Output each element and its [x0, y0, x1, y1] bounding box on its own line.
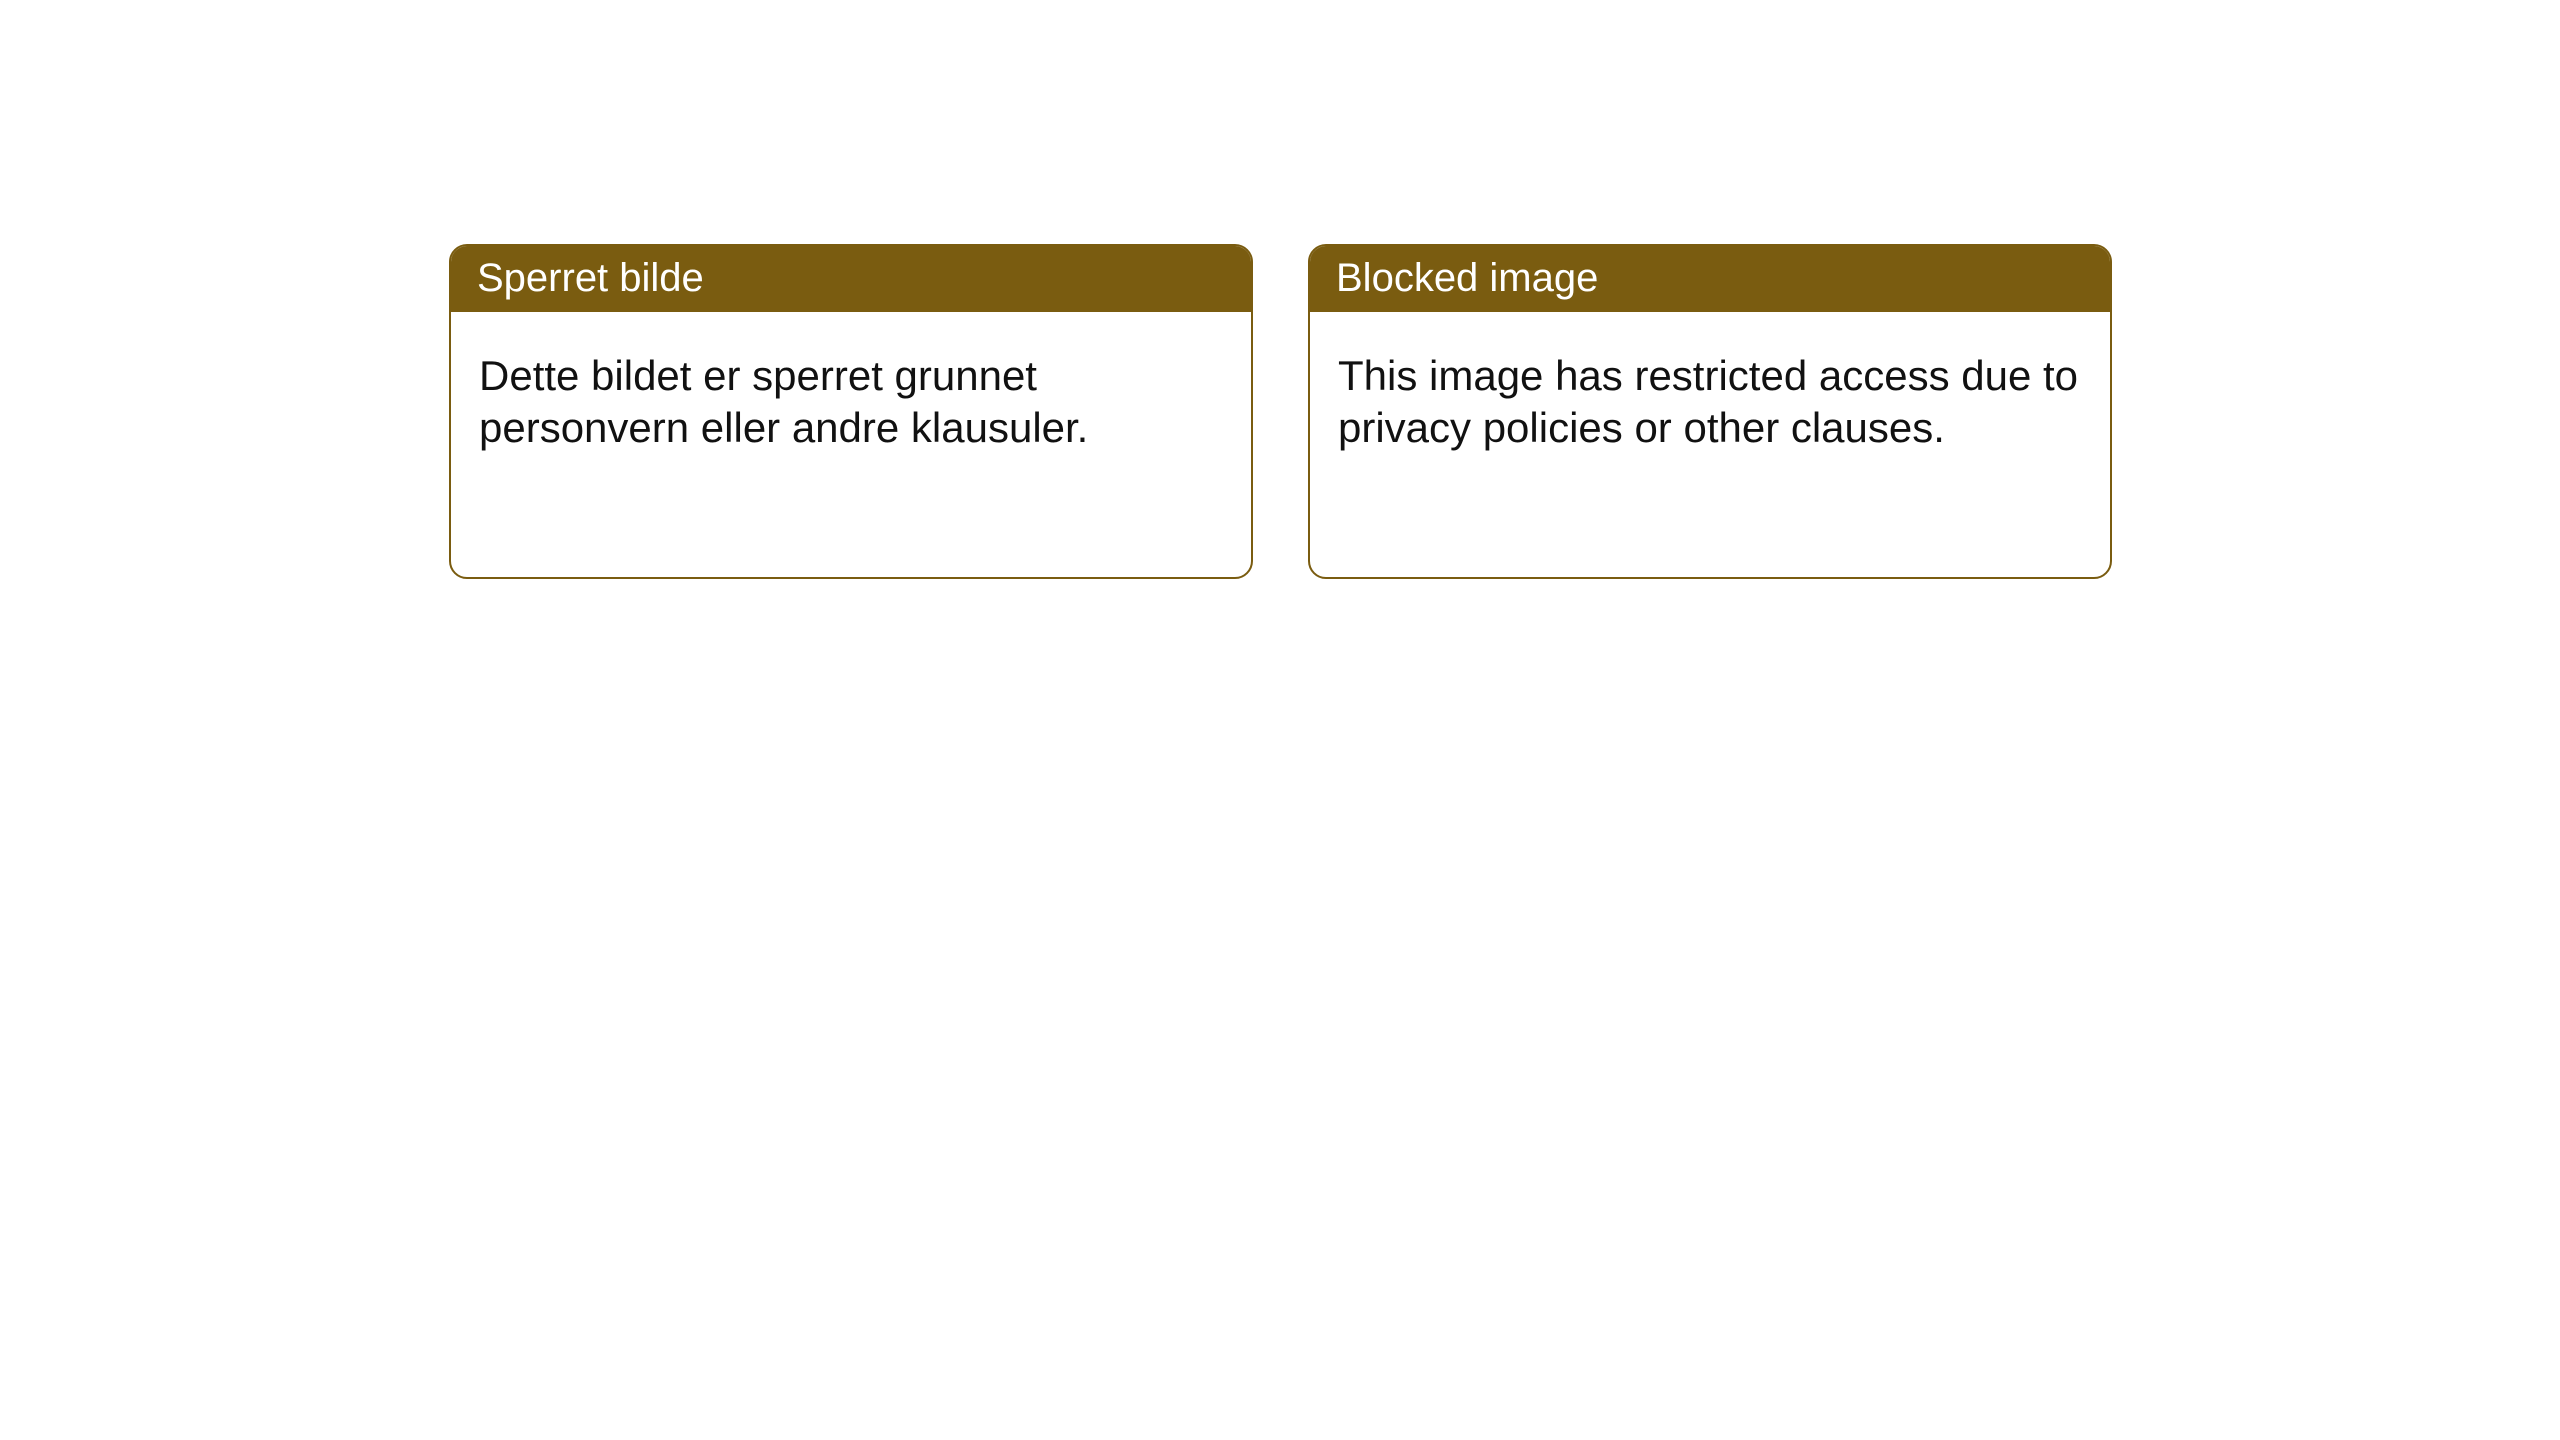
notice-body: Dette bildet er sperret grunnet personve… — [451, 312, 1251, 481]
notice-header: Sperret bilde — [451, 246, 1251, 312]
notice-container: Sperret bilde Dette bildet er sperret gr… — [0, 0, 2560, 579]
notice-body: This image has restricted access due to … — [1310, 312, 2110, 481]
notice-header: Blocked image — [1310, 246, 2110, 312]
notice-card-norwegian: Sperret bilde Dette bildet er sperret gr… — [449, 244, 1253, 579]
notice-card-english: Blocked image This image has restricted … — [1308, 244, 2112, 579]
